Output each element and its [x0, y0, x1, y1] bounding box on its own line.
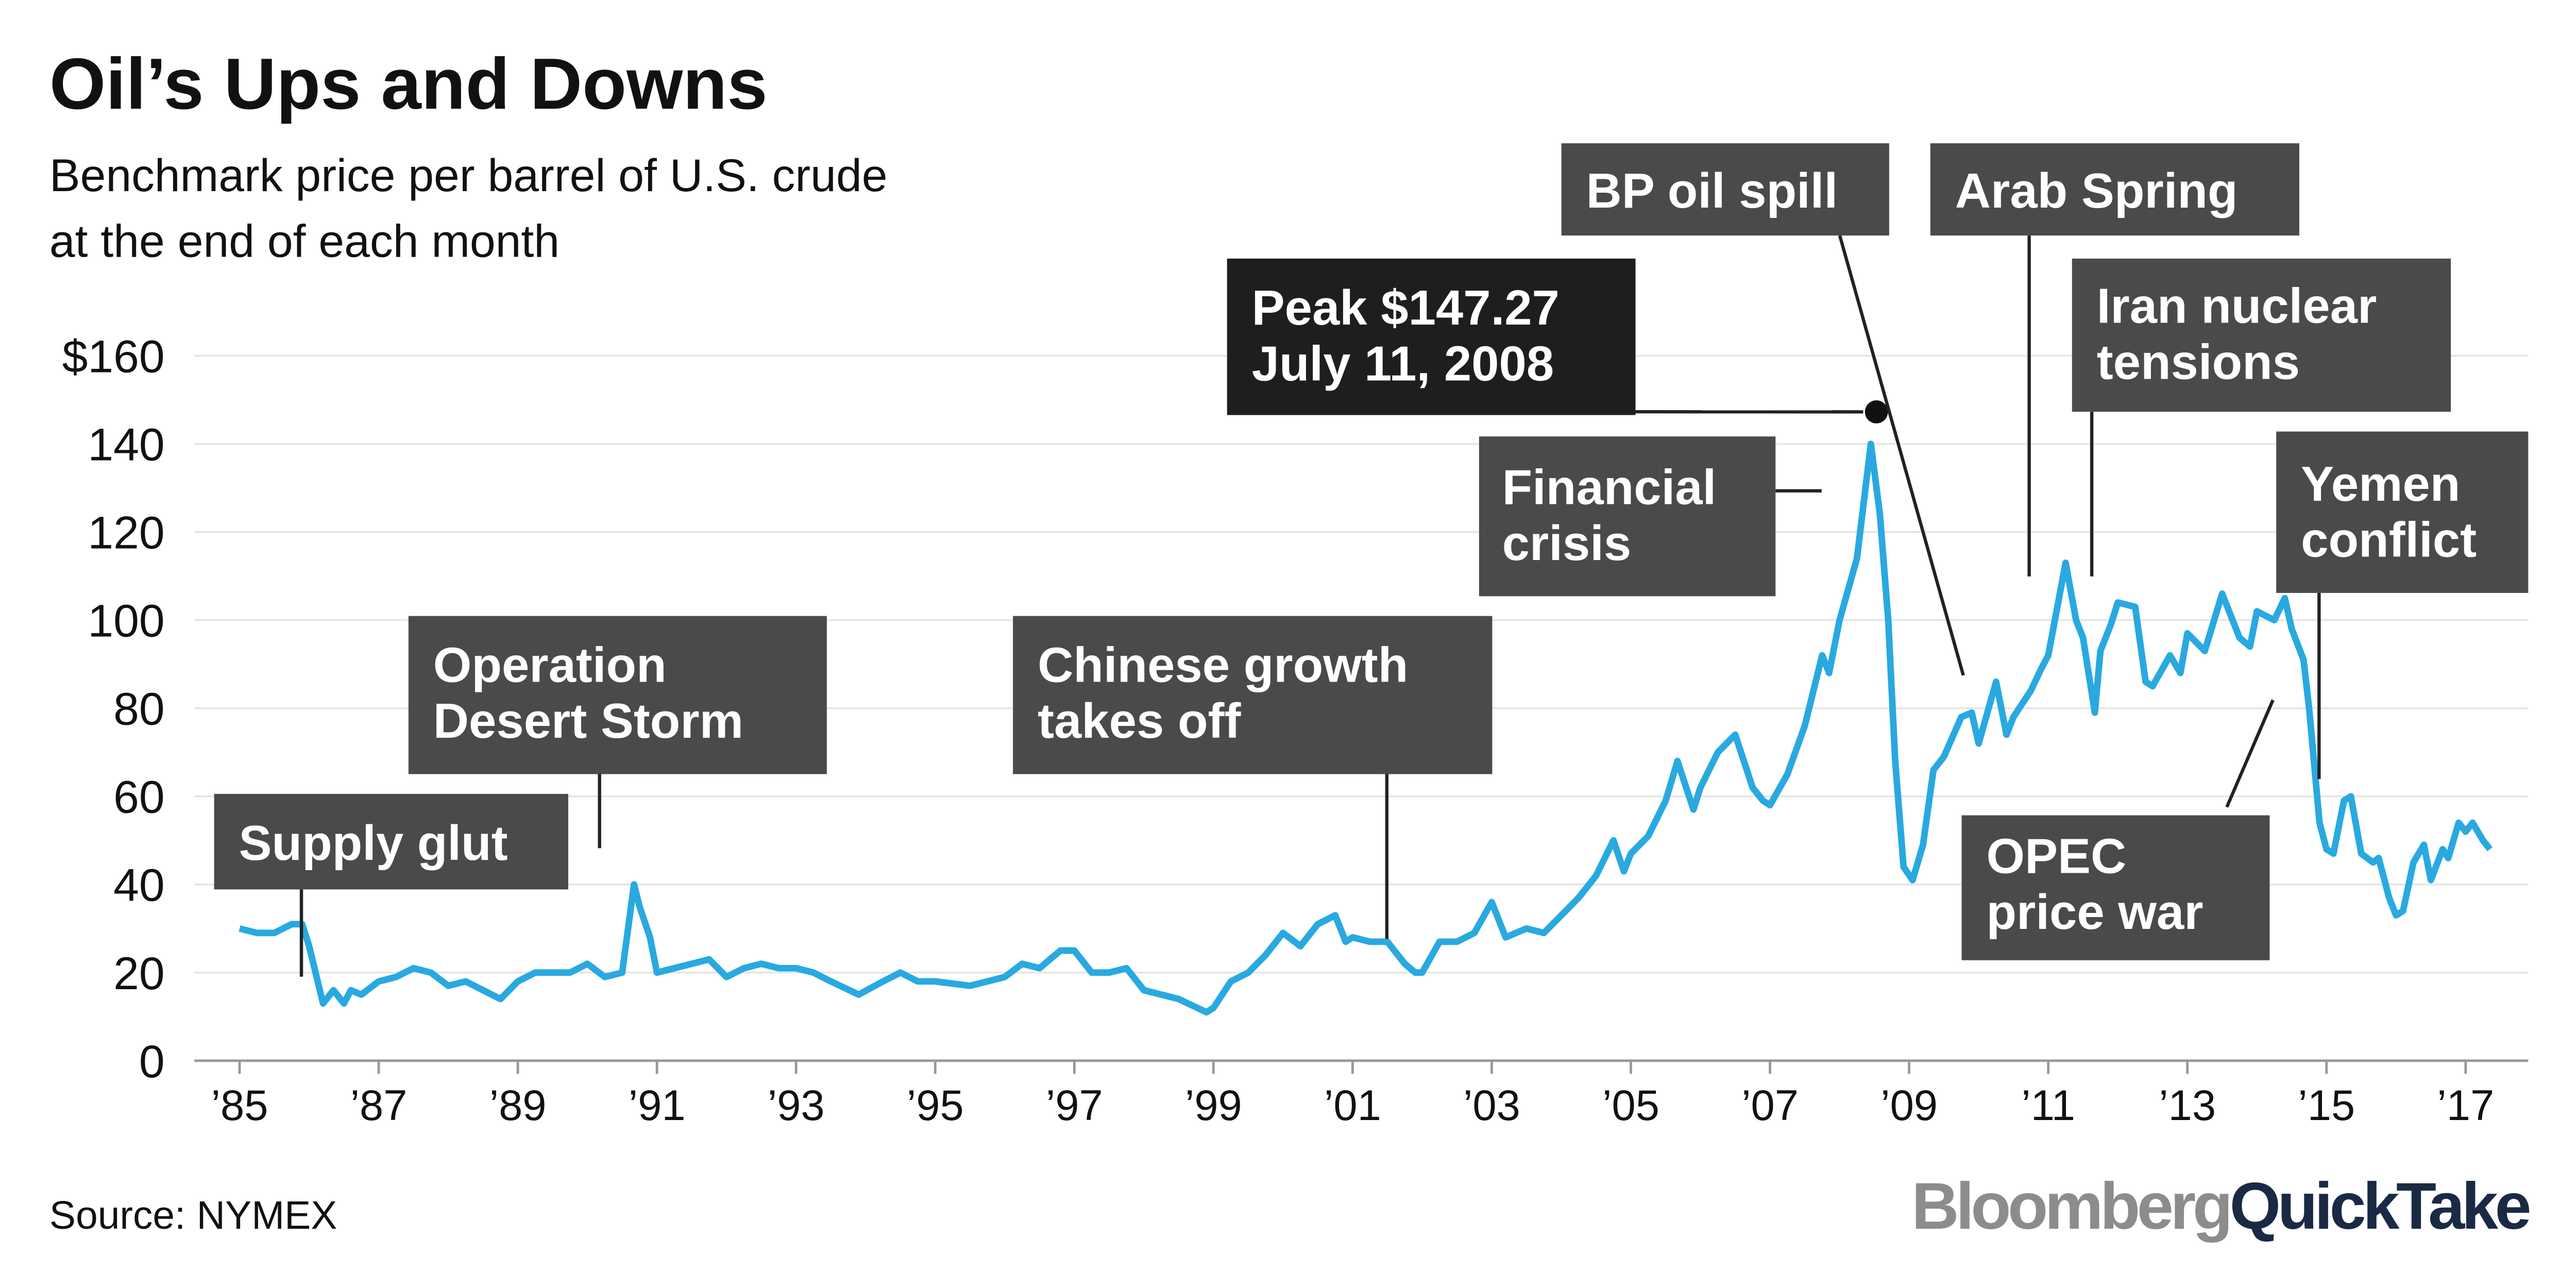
y-tick-label: 80	[113, 683, 165, 735]
annotation-text: Chinese growth	[1038, 638, 1408, 693]
y-tick-label: 120	[88, 507, 164, 558]
annotation-text: crisis	[1502, 516, 1632, 571]
x-tick-label: ’93	[768, 1081, 825, 1129]
x-tick-label: ’95	[907, 1081, 964, 1129]
y-tick-label: 0	[139, 1036, 165, 1087]
annotation-box	[1930, 143, 2299, 236]
annotation-text: tensions	[2097, 334, 2300, 389]
x-tick-label: ’13	[2159, 1081, 2216, 1129]
x-tick-label: ’03	[1463, 1081, 1520, 1129]
annotation-text: Arab Spring	[1955, 163, 2238, 218]
chart-subtitle: at the end of each month	[49, 215, 560, 267]
annotation-text: conflict	[2301, 513, 2477, 568]
annotation-box	[1961, 815, 2270, 960]
annotation-text: takes off	[1038, 693, 1241, 749]
annotation-box	[1479, 436, 1776, 597]
x-tick-label: ’87	[350, 1081, 408, 1129]
peak-marker	[1865, 400, 1888, 423]
x-tick-label: ’99	[1185, 1081, 1242, 1129]
x-tick-label: ’07	[1741, 1081, 1799, 1129]
annotation-box	[1227, 258, 1636, 415]
annotation-text: OPEC	[1986, 828, 2126, 884]
y-tick-label: 20	[113, 947, 165, 999]
annotation-box	[408, 616, 827, 774]
plot	[239, 400, 2493, 1016]
annotation-text: Peak $147.27	[1252, 280, 1560, 335]
grid: 0 20 40 60 80 100 120 140 $160 ’85 ’87 ’89 ’91 ’93 ’95…	[62, 331, 2529, 1129]
annotation-text: Desert Storm	[433, 693, 743, 749]
logo: BloombergQuickTake	[1911, 1170, 2529, 1243]
y-tick-label: 40	[113, 859, 165, 911]
x-tick-label: ’09	[1880, 1081, 1938, 1129]
annotation-text: July 11, 2008	[1252, 336, 1554, 391]
annotation-text: Supply glut	[239, 816, 508, 871]
x-tick-label: ’11	[2021, 1081, 2075, 1129]
annotation-box	[1561, 143, 1889, 236]
annotation-box	[214, 793, 568, 890]
x-tick-label: ’15	[2298, 1081, 2355, 1129]
logo-part: Bloomberg	[1911, 1170, 2229, 1243]
y-tick-label: 100	[88, 595, 164, 647]
x-tick-label: ’05	[1602, 1081, 1659, 1129]
x-tick-label: ’91	[629, 1081, 686, 1129]
leader-line	[1838, 235, 1965, 676]
leader-line	[2225, 699, 2275, 808]
annotation-box	[1013, 616, 1493, 774]
annotation-box	[2276, 431, 2529, 593]
x-tick-label: ’17	[2437, 1081, 2494, 1129]
annotation-text: price war	[1986, 885, 2203, 940]
annotation-text: Financial	[1502, 460, 1717, 515]
annotation-text: BP oil spill	[1586, 163, 1838, 218]
annotation-box	[2072, 258, 2451, 412]
annotation-text: Iran nuclear	[2097, 279, 2377, 334]
x-tick-label: ’01	[1324, 1081, 1381, 1129]
y-tick-label: $160	[62, 331, 165, 382]
y-tick-label: 60	[113, 771, 165, 823]
chart-title: Oil’s Ups and Downs	[49, 43, 768, 124]
annotation-text: Yemen	[2301, 456, 2460, 512]
y-tick-label: 140	[88, 419, 164, 470]
chart-subtitle: Benchmark price per barrel of U.S. crude	[49, 149, 888, 201]
source: Source: NYMEX	[49, 1194, 337, 1238]
annotation-text: Operation	[433, 638, 667, 693]
x-tick-label: ’85	[211, 1081, 268, 1129]
x-tick-label: ’97	[1046, 1081, 1103, 1129]
x-tick-label: ’89	[489, 1081, 547, 1129]
logo-part: QuickTake	[2230, 1170, 2530, 1243]
series-line	[239, 440, 2493, 1016]
